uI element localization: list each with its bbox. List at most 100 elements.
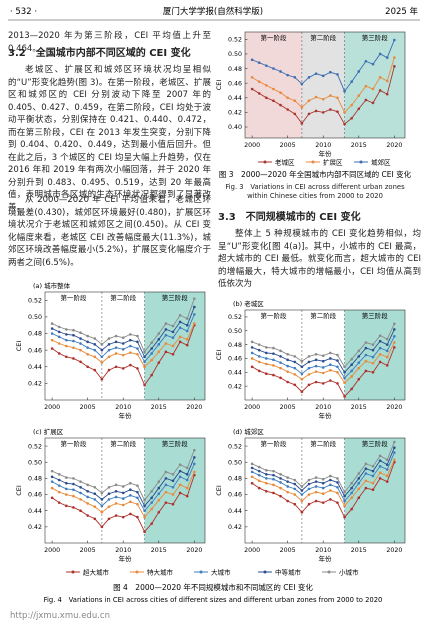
data-point <box>350 116 353 120</box>
legend-label: 超大城市 <box>83 567 110 576</box>
data-point <box>286 108 289 111</box>
data-point <box>164 333 168 337</box>
data-point <box>357 70 361 73</box>
data-point <box>136 347 139 350</box>
data-point <box>265 490 268 493</box>
data-point <box>250 346 254 349</box>
y-axis-label: CEI <box>15 485 23 496</box>
fig3-caption-cn: 图 3 2000—2020 年全国城市内部不同区域的 CEI 变化 <box>219 169 412 179</box>
data-point <box>193 297 196 300</box>
data-point <box>336 73 339 76</box>
data-point <box>321 481 325 485</box>
phase-band <box>245 32 302 138</box>
data-point <box>385 364 389 367</box>
data-point <box>50 347 54 350</box>
phase-band <box>101 292 145 400</box>
data-point <box>57 490 61 494</box>
data-point <box>371 343 375 346</box>
data-point <box>57 352 61 355</box>
y-tick-label: 0.48 <box>228 476 242 483</box>
panel-title: (c) 扩展区 <box>33 427 64 436</box>
plot-frame <box>244 309 406 401</box>
data-point <box>272 477 275 481</box>
x-tick-label: 2010 <box>315 142 331 149</box>
data-point <box>65 504 68 508</box>
data-point <box>314 358 318 362</box>
data-point <box>300 511 304 514</box>
data-point <box>72 357 75 360</box>
data-point <box>157 492 161 496</box>
data-point <box>72 328 75 332</box>
data-point <box>250 470 254 474</box>
data-point <box>307 487 311 491</box>
panel-title: (a) 城市整体 <box>33 281 71 290</box>
data-point <box>279 481 282 484</box>
data-point <box>100 525 104 529</box>
data-point <box>371 62 375 66</box>
data-point <box>150 358 153 362</box>
data-point <box>114 365 118 369</box>
data-point <box>143 365 146 369</box>
data-point <box>321 371 325 375</box>
data-point <box>136 484 139 487</box>
data-point <box>100 355 104 359</box>
data-point <box>79 480 82 483</box>
y-tick-label: 0.48 <box>28 476 42 483</box>
x-axis-label: 年份 <box>319 554 333 563</box>
legend-marker <box>263 570 267 574</box>
data-point <box>86 502 89 505</box>
data-point <box>385 343 389 346</box>
data-point <box>93 517 97 521</box>
data-point <box>86 334 89 338</box>
data-point <box>286 490 289 494</box>
legend-label: 扩展区 <box>323 157 343 166</box>
data-point <box>257 479 261 483</box>
paragraph: 从 2000—2020 年 CEI 平均值来看，老城区环境最差(0.430)，城… <box>8 195 211 268</box>
data-point <box>100 511 104 514</box>
data-point <box>357 481 361 485</box>
plot-frame <box>44 437 206 544</box>
data-point <box>293 383 297 387</box>
y-tick-label: 0.52 <box>228 314 242 321</box>
data-point <box>321 382 325 385</box>
data-point <box>157 332 161 335</box>
y-tick-label: 0.50 <box>28 314 42 321</box>
data-point <box>357 94 361 97</box>
data-point <box>307 482 311 486</box>
data-point <box>178 475 182 479</box>
data-point <box>371 348 375 352</box>
data-point <box>164 490 168 494</box>
data-point <box>185 329 189 333</box>
x-tick-label: 2020 <box>386 404 402 411</box>
plot-frame <box>44 291 206 401</box>
data-point <box>129 351 132 354</box>
data-point <box>357 472 361 475</box>
data-point <box>50 322 54 325</box>
phase-label: 第二阶段 <box>110 293 137 302</box>
data-point <box>50 475 54 479</box>
data-point <box>336 96 339 100</box>
y-tick-label: 0.48 <box>228 66 242 73</box>
data-point <box>107 505 111 508</box>
data-point <box>150 490 153 493</box>
data-point <box>378 76 382 79</box>
data-point <box>272 469 275 473</box>
legend-label: 大城市 <box>211 567 231 576</box>
y-tick-label: 0.44 <box>28 364 42 371</box>
data-point <box>164 328 168 331</box>
data-point <box>371 87 375 91</box>
data-point <box>378 360 382 364</box>
data-point <box>171 479 175 483</box>
data-point <box>343 376 346 380</box>
x-tick-label: 2010 <box>115 404 131 411</box>
data-point <box>336 477 339 480</box>
data-point <box>193 448 196 452</box>
data-point <box>293 355 297 358</box>
x-tick-label: 2020 <box>186 404 202 411</box>
data-point <box>136 367 139 370</box>
data-point <box>185 486 189 490</box>
data-point <box>93 498 97 501</box>
data-point <box>178 320 182 324</box>
x-tick-label: 2015 <box>351 547 367 554</box>
data-point <box>378 334 382 337</box>
